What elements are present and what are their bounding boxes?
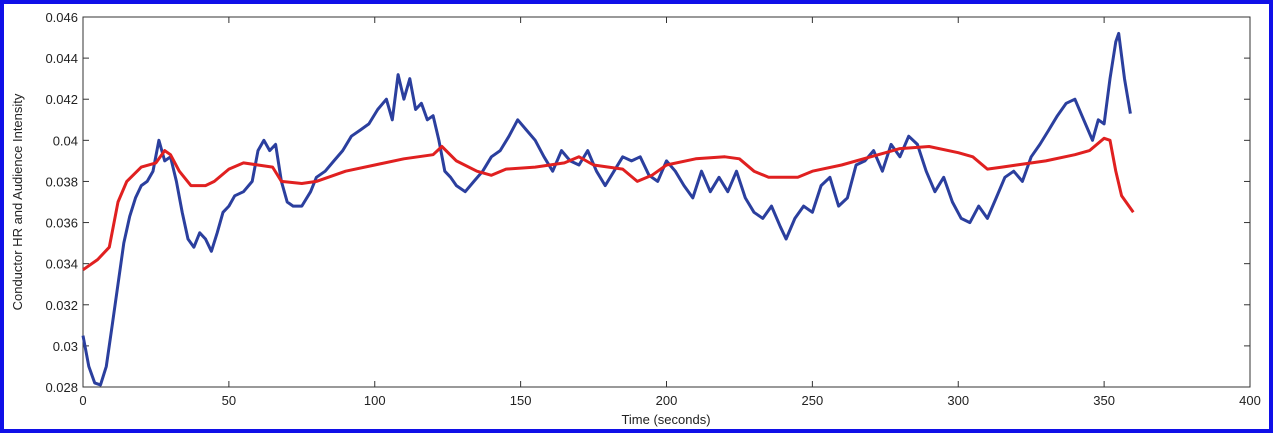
y-tick-label: 0.028 (45, 380, 78, 395)
y-tick-label: 0.046 (45, 10, 78, 25)
series-line (82, 136, 1135, 272)
x-tick-label: 350 (1093, 393, 1115, 408)
plot-frame (82, 16, 1251, 388)
y-tick-label: 0.032 (45, 298, 78, 313)
x-tick-label: 400 (1239, 393, 1261, 408)
y-tick-label: 0.036 (45, 216, 78, 231)
series-line (81, 31, 1132, 387)
y-tick-label: 0.044 (45, 51, 78, 66)
x-axis-label: Time (seconds) (621, 412, 710, 427)
x-tick-label: 250 (802, 393, 824, 408)
x-tick-label: 50 (222, 393, 236, 408)
y-axis-label: Conductor HR and Audience Intensity (10, 93, 25, 310)
x-tick-label: 150 (510, 393, 532, 408)
y-tick-label: 0.04 (53, 133, 78, 148)
y-tick-label: 0.042 (45, 92, 78, 107)
x-tick-label: 300 (947, 393, 969, 408)
x-tick-label: 200 (656, 393, 678, 408)
x-tick-label: 100 (364, 393, 386, 408)
y-tick-label: 0.038 (45, 174, 78, 189)
y-tick-label: 0.03 (53, 339, 78, 354)
x-tick-label: 0 (79, 393, 86, 408)
y-tick-label: 0.034 (45, 257, 78, 272)
